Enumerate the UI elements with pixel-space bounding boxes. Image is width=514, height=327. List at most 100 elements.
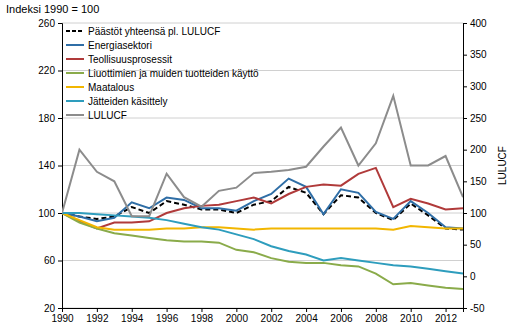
plot-area xyxy=(62,96,463,289)
legend: Päästöt yhteensä pl. LULUCF Energiasektor… xyxy=(66,26,259,121)
tick-mark xyxy=(58,118,62,119)
tick: 220 xyxy=(38,65,62,76)
tick-label: 260 xyxy=(38,18,55,29)
tick: 1998 xyxy=(191,308,214,324)
series-line xyxy=(62,213,463,274)
tick-mark xyxy=(97,308,98,312)
tick-mark xyxy=(463,213,467,214)
tick-mark xyxy=(58,308,62,309)
tick: 400 xyxy=(463,18,487,29)
tick: 100 xyxy=(463,208,487,219)
legend-swatch xyxy=(66,100,84,102)
tick-label: 2012 xyxy=(435,313,458,324)
tick-mark xyxy=(463,276,467,277)
tick: 260 xyxy=(38,18,62,29)
tick-mark xyxy=(236,308,237,312)
legend-swatch xyxy=(66,72,84,74)
series-line xyxy=(62,96,463,216)
tick: 100 xyxy=(38,208,62,219)
legend-label: Energiasektori xyxy=(88,40,152,51)
tick-label: 1998 xyxy=(191,313,214,324)
tick-mark xyxy=(58,71,62,72)
legend-label: Maatalous xyxy=(88,82,134,93)
tick-mark xyxy=(463,181,467,182)
chart: 1990199219941996199820002002200420062008… xyxy=(0,0,514,327)
tick: 150 xyxy=(463,176,487,187)
tick: 1994 xyxy=(121,308,144,324)
tick: 20 xyxy=(44,303,62,314)
tick-label: 0 xyxy=(470,271,476,282)
tick-mark xyxy=(271,308,272,312)
tick-label: 100 xyxy=(38,208,55,219)
tick-mark xyxy=(463,23,467,24)
tick: -50 xyxy=(463,303,485,314)
tick-mark xyxy=(463,86,467,87)
series-line xyxy=(62,213,463,289)
tick: 200 xyxy=(463,144,487,155)
tick-mark xyxy=(463,55,467,56)
legend-label: Päästöt yhteensä pl. LULUCF xyxy=(88,26,220,37)
tick-label: 300 xyxy=(470,81,487,92)
grid-line xyxy=(62,213,463,214)
tick: 300 xyxy=(463,81,487,92)
tick-mark xyxy=(58,166,62,167)
tick-label: 250 xyxy=(470,113,487,124)
tick-mark xyxy=(411,308,412,312)
tick-label: -50 xyxy=(470,303,485,314)
tick: 2012 xyxy=(435,308,458,324)
legend-swatch xyxy=(66,30,84,32)
tick-label: 2002 xyxy=(261,313,284,324)
tick-mark xyxy=(58,213,62,214)
tick-label: 1996 xyxy=(156,313,179,324)
tick: 2008 xyxy=(365,308,388,324)
legend-label: LULUCF xyxy=(88,110,127,121)
grid-line xyxy=(62,260,463,261)
axis-line xyxy=(63,309,464,313)
tick-mark xyxy=(201,308,202,312)
legend-label: Teollisuusprosessit xyxy=(88,54,172,65)
y-axis: 2060100140180220260 xyxy=(38,18,62,314)
axis-line xyxy=(58,24,63,309)
y2-axis-title: LULUCF xyxy=(497,146,508,185)
tick: 50 xyxy=(463,239,482,250)
tick-mark xyxy=(341,308,342,312)
x-axis: 1990199219941996199820002002200420062008… xyxy=(51,308,463,324)
tick-label: 200 xyxy=(470,144,487,155)
tick: 2002 xyxy=(261,308,284,324)
tick-label: 1992 xyxy=(86,313,109,324)
tick-mark xyxy=(58,23,62,24)
legend-label: Liuottimien ja muiden tuotteiden käyttö xyxy=(88,68,259,79)
tick-label: 100 xyxy=(470,208,487,219)
tick-label: 2006 xyxy=(330,313,353,324)
legend-swatch xyxy=(66,86,84,88)
legend-swatch xyxy=(66,58,84,60)
tick: 2006 xyxy=(330,308,353,324)
tick-mark xyxy=(463,308,467,309)
grid xyxy=(62,23,463,308)
tick: 2004 xyxy=(295,308,318,324)
grid-line xyxy=(62,165,463,166)
tick: 1992 xyxy=(86,308,109,324)
tick-mark xyxy=(376,308,377,312)
tick: 2010 xyxy=(400,308,423,324)
tick-mark xyxy=(446,308,447,312)
tick: 140 xyxy=(38,160,62,171)
tick-mark xyxy=(58,261,62,262)
tick: 0 xyxy=(463,271,476,282)
tick-label: 2010 xyxy=(400,313,423,324)
tick-label: 140 xyxy=(38,160,55,171)
tick: 250 xyxy=(463,113,487,124)
tick-label: 50 xyxy=(470,239,482,250)
legend-label: Jätteiden käsittely xyxy=(88,96,168,107)
legend-swatch xyxy=(66,44,84,46)
tick-label: 60 xyxy=(44,255,56,266)
axis-line xyxy=(464,24,468,309)
tick-label: 20 xyxy=(44,303,56,314)
tick-label: 350 xyxy=(470,49,487,60)
tick: 1996 xyxy=(156,308,179,324)
grid-line xyxy=(62,23,463,24)
tick-label: 1990 xyxy=(51,313,74,324)
tick-mark xyxy=(463,245,467,246)
y-axis-title: Indeksi 1990 = 100 xyxy=(6,3,99,15)
tick-mark xyxy=(132,308,133,312)
